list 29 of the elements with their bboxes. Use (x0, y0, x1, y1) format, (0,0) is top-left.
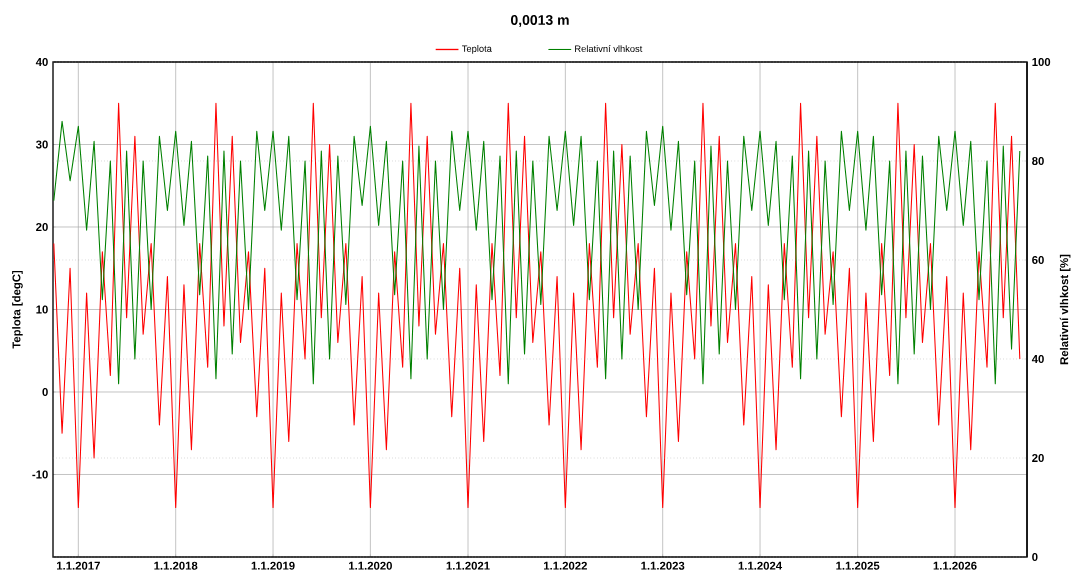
y2-tick-label: 0 (1032, 553, 1038, 562)
y2-tick-label: 80 (1032, 156, 1044, 165)
y-axis-title: Teplota [degC] (12, 270, 23, 349)
x-tick-label: 1.1.2019 (251, 561, 295, 570)
y2-tick-label: 40 (1031, 354, 1044, 363)
x-tick-label: 1.1.2020 (349, 561, 392, 570)
x-tick-label: 1.1.2022 (544, 561, 587, 570)
y2-tick-label: 20 (1032, 454, 1044, 463)
chart-title: 0,0013 m (510, 15, 569, 27)
y2-tick-label: 100 (1032, 57, 1051, 66)
y-tick-label: 0 (42, 388, 48, 397)
x-tick-label: 1.1.2017 (56, 561, 100, 570)
y-tick-label: 10 (36, 305, 48, 314)
y-tick-label: 30 (35, 140, 48, 149)
line-series (53, 102, 1021, 509)
x-tick-label: 1.1.2024 (738, 561, 783, 570)
legend-label: Teplota (461, 45, 492, 54)
x-tick-label: 1.1.2025 (836, 561, 880, 570)
y-tick-label: 20 (36, 223, 48, 232)
x-tick-label: 1.1.2018 (154, 561, 198, 570)
line-series (53, 120, 1021, 385)
y2-tick-label: 60 (1032, 255, 1044, 264)
y-tick-label: 40 (35, 58, 48, 67)
y2-axis-title: Relativní vlhkost [%] (1059, 254, 1071, 365)
x-tick-label: 1.1.2021 (446, 561, 490, 570)
legend-label: Relativní vlhkost (575, 45, 643, 52)
y-tick-label: -10 (32, 470, 48, 479)
x-tick-label: 1.1.2026 (933, 561, 977, 570)
x-tick-label: 1.1.2023 (641, 561, 685, 570)
